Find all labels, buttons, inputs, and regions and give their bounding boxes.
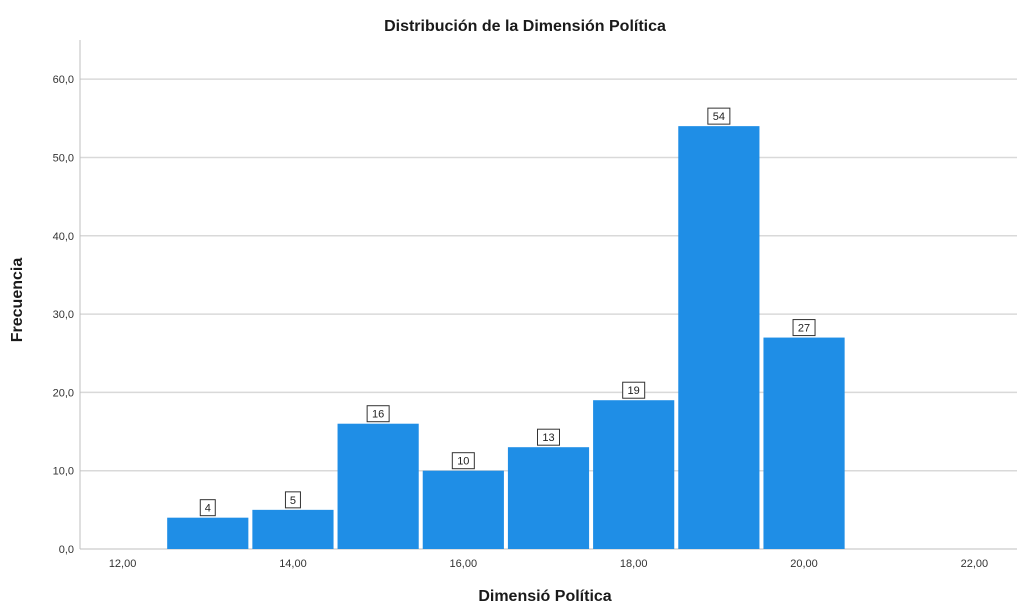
y-tick-label: 30,0 — [53, 309, 74, 321]
x-tick-label: 16,00 — [450, 558, 478, 570]
x-tick-label: 12,00 — [109, 558, 137, 570]
data-label: 5 — [290, 495, 296, 507]
y-tick-label: 10,0 — [53, 466, 74, 478]
x-tick-label: 20,00 — [790, 558, 818, 570]
histogram-bar — [338, 424, 419, 549]
x-tick-label: 22,00 — [961, 558, 989, 570]
histogram-bar — [423, 471, 504, 549]
data-label: 19 — [628, 385, 640, 397]
data-label: 13 — [542, 432, 554, 444]
y-tick-label: 40,0 — [53, 231, 74, 243]
y-tick-label: 0,0 — [59, 544, 74, 556]
histogram-bar — [678, 126, 759, 549]
histogram-bar — [593, 400, 674, 549]
data-label: 10 — [457, 456, 469, 468]
data-label: 27 — [798, 323, 810, 335]
y-tick-label: 20,0 — [53, 387, 74, 399]
y-tick-label: 50,0 — [53, 152, 74, 164]
histogram-bar — [167, 518, 248, 549]
y-tick-label: 60,0 — [53, 74, 74, 86]
x-tick-label: 14,00 — [279, 558, 307, 570]
histogram-bar — [763, 338, 844, 549]
data-label: 16 — [372, 409, 384, 421]
histogram-bar — [508, 447, 589, 549]
data-label: 4 — [205, 503, 211, 515]
histogram-bar — [252, 510, 333, 549]
x-tick-label: 18,00 — [620, 558, 648, 570]
data-label: 54 — [713, 111, 725, 123]
